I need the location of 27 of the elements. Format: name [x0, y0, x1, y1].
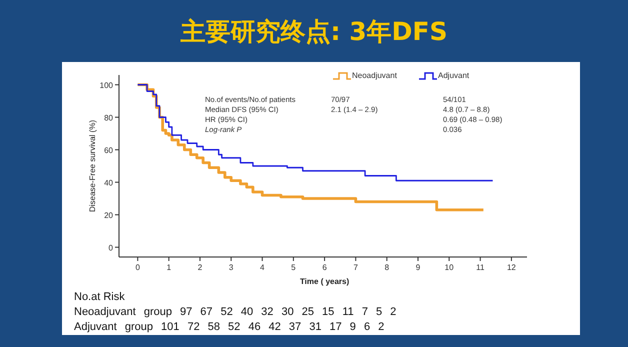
x-tick-label: 11 — [476, 263, 485, 272]
x-tick-label: 10 — [444, 263, 454, 272]
x-tick-label: 5 — [291, 263, 296, 272]
y-tick-label: 80 — [104, 113, 114, 122]
x-tick-label: 3 — [228, 263, 234, 272]
text: Adjuvant group 101 72 58 52 46 42 37 31 17 9 6 2 — [74, 321, 384, 333]
x-tick-label: 1 — [166, 263, 172, 272]
y-tick-label: 20 — [104, 210, 114, 220]
y-axis-title: Disease-Free survival (%) — [88, 120, 97, 212]
x-tick-label: 0 — [135, 263, 140, 272]
legend-label: Adjuvant — [438, 71, 470, 80]
x-tick-label: 6 — [322, 263, 328, 272]
x-tick-label: 2 — [198, 263, 203, 272]
x-axis-title: Time ( years) — [300, 277, 350, 286]
x-tick-label: 4 — [260, 263, 266, 272]
x-tick-label: 9 — [416, 263, 421, 272]
legend-label: Neoadjuvant — [352, 71, 398, 80]
x-tick-label: 7 — [353, 263, 358, 272]
y-tick-label: 100 — [100, 80, 114, 90]
text: Neoadjuvant group 97 67 52 40 32 30 25 15 11 7 5 2 — [74, 306, 396, 318]
x-tick-label: 8 — [384, 263, 390, 272]
y-tick-label: 60 — [104, 146, 114, 155]
chart-title: 主要研究终点: 3年DFS — [180, 17, 448, 46]
y-tick-label: 40 — [104, 178, 114, 188]
x-tick-label: 12 — [506, 263, 516, 272]
y-tick-label: 0 — [108, 243, 114, 252]
text: No.at Risk — [74, 291, 126, 303]
